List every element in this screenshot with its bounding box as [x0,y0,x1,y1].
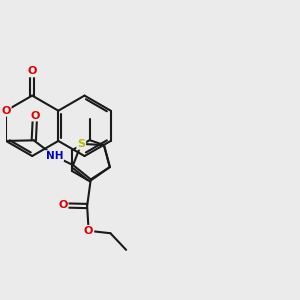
Text: O: O [58,200,68,210]
Text: O: O [30,110,40,121]
Text: O: O [28,66,37,76]
Text: O: O [1,106,11,116]
Text: NH: NH [46,151,63,161]
Text: S: S [77,139,85,149]
Text: O: O [84,226,93,236]
